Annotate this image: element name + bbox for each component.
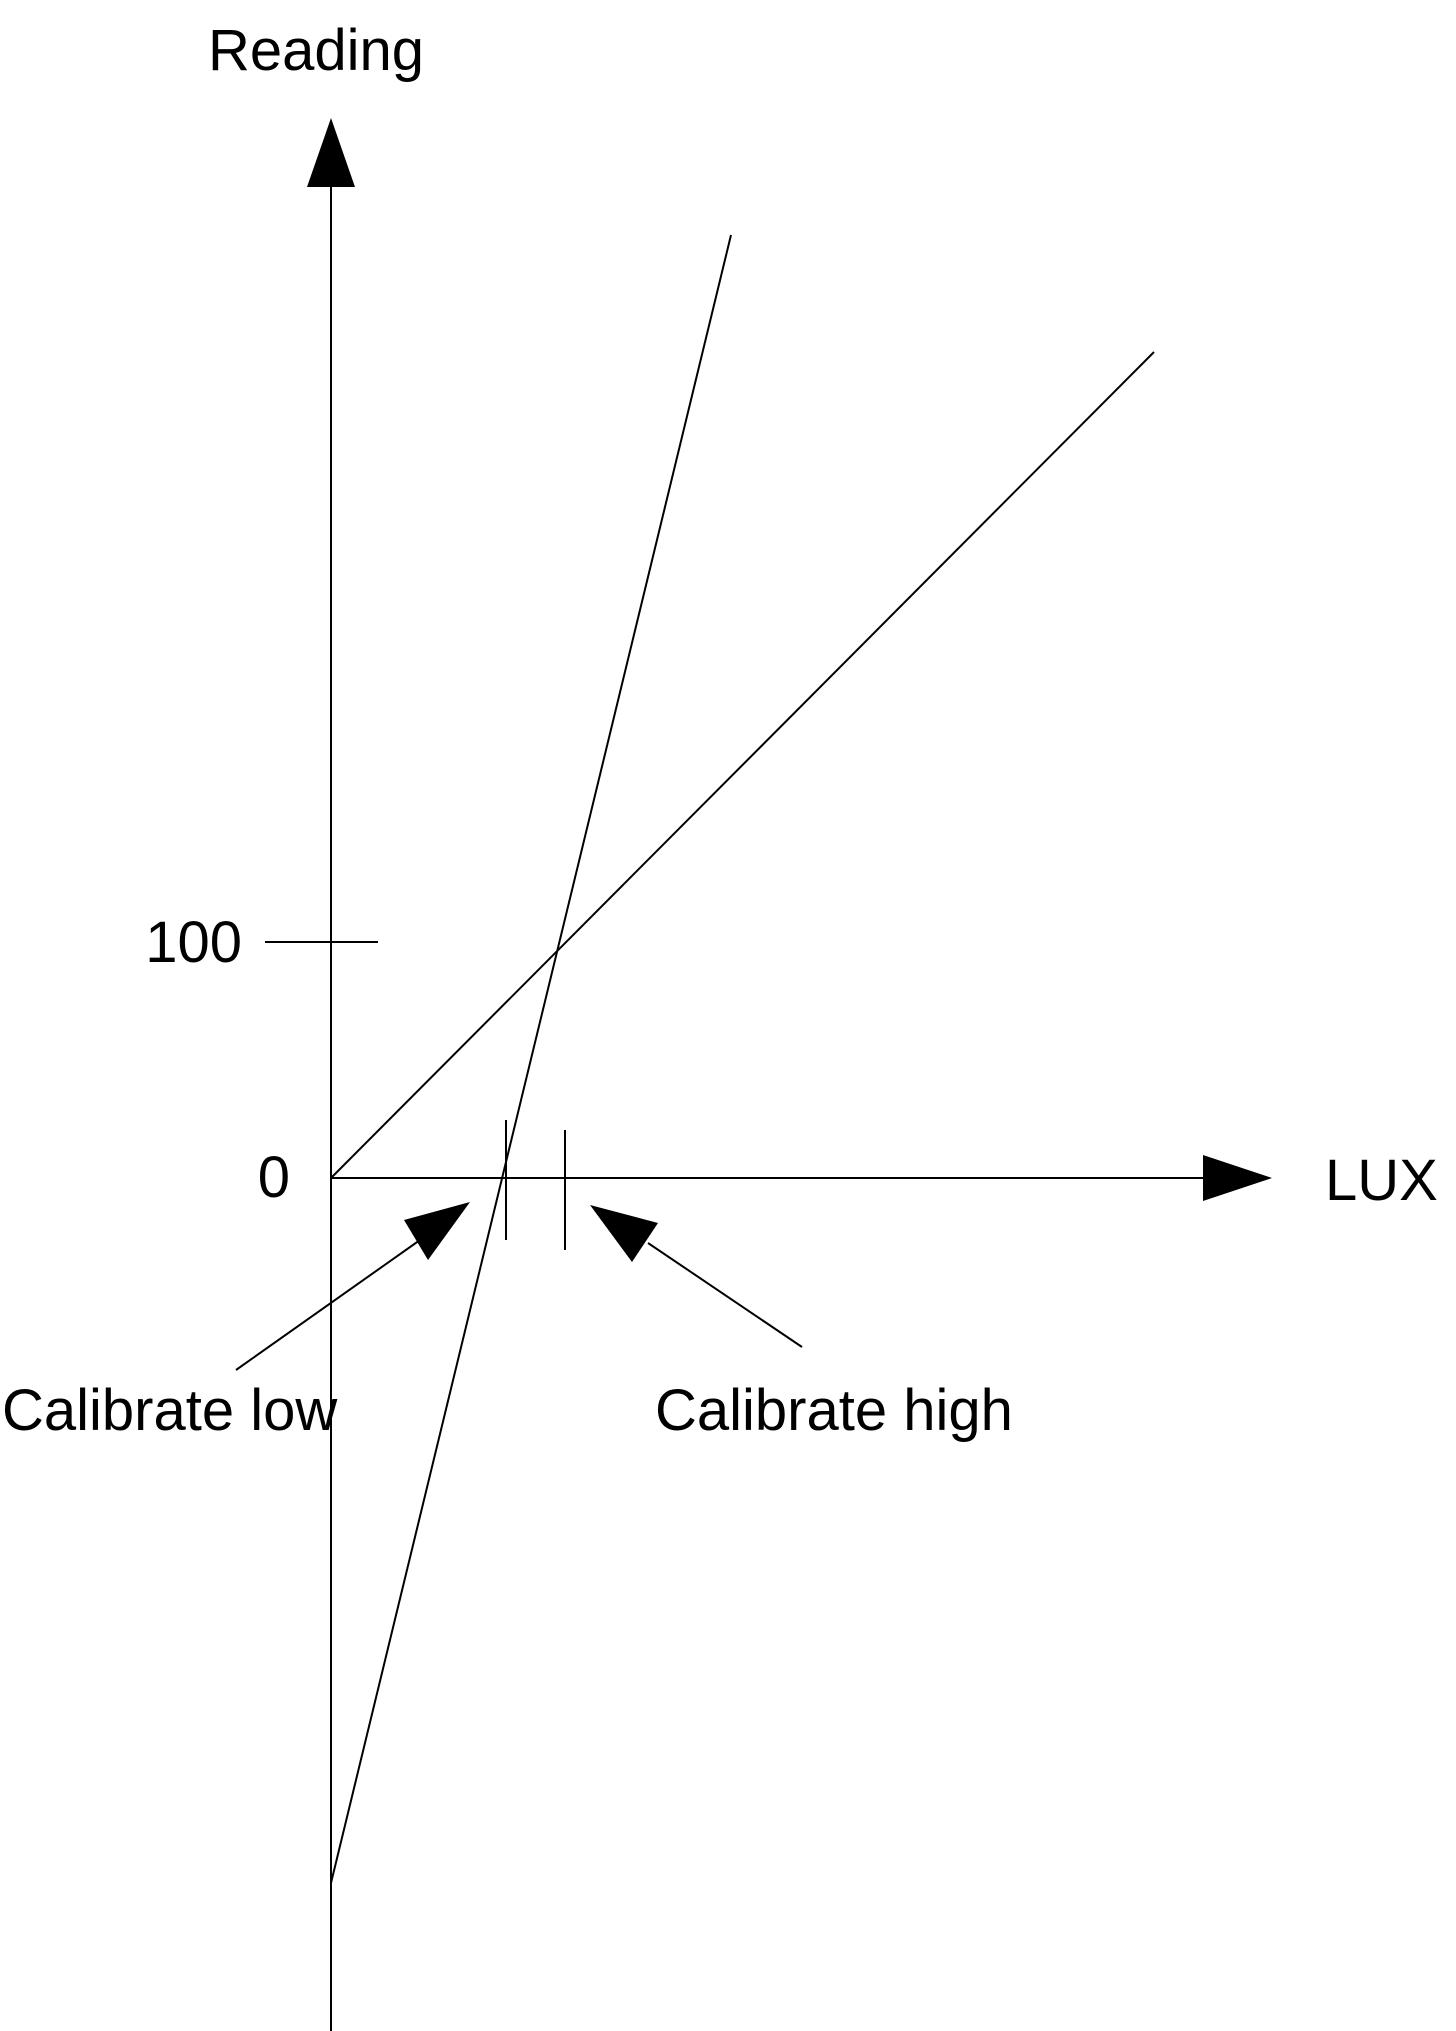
calibrate-low-pointer-line — [235, 1239, 421, 1371]
y-axis-arrowhead — [307, 118, 355, 187]
calibrate-high-pointer-line — [647, 1242, 803, 1348]
y-tick-label-0: 0 — [258, 1145, 290, 1210]
calibrate-high-pointer-arrowhead — [590, 1205, 658, 1262]
calibrate-low-pointer-arrowhead — [404, 1202, 470, 1260]
steep-response-line — [330, 234, 732, 1884]
y-axis-label: Reading — [208, 18, 424, 83]
shallow-response-line — [330, 351, 1155, 1179]
y-tick-label-100: 100 — [145, 910, 242, 975]
x-axis-label: LUX — [1325, 1148, 1438, 1213]
calibrate-high-label: Calibrate high — [655, 1378, 1013, 1443]
x-axis-arrowhead — [1203, 1155, 1272, 1201]
calibrate-low-label: Calibrate low — [2, 1378, 338, 1443]
